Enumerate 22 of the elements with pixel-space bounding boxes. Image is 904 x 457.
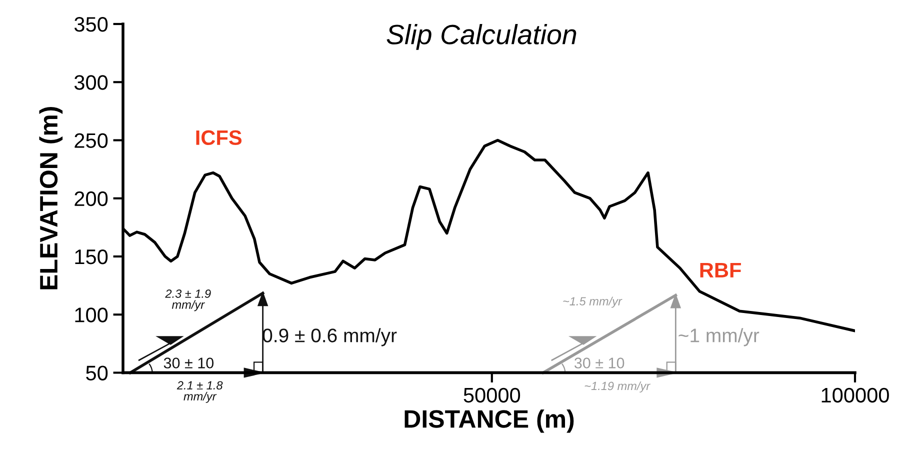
chart-title: Slip Calculation [386,24,576,50]
y-tick-label: 50 [86,366,108,380]
annotation: 30 ± 10 [164,358,214,368]
text: 2.1 ± 1.8 mm/yr [176,381,223,403]
y-tick-label: 200 [74,191,108,206]
annotation: 0.9 ± 0.6 mm/yr [262,328,397,346]
y-tick-label: 350 [74,17,108,32]
annotation: ~1 mm/yr [678,328,760,346]
x-axis-title: DISTANCE (m) [404,409,574,433]
y-axis-title: ELEVATION (m) [39,106,63,290]
y-tick-label: 250 [74,133,108,148]
annotation: ICFS [196,130,242,146]
annotation: 2.3 ± 1.9 mm/yr [165,289,211,312]
y-tick-label: 100 [75,308,108,322]
text: ~1.19 mm/yr [584,381,650,392]
annotation: 30 ± 10 [574,358,624,368]
y-tick-label: 150 [75,249,108,264]
x-tick-label: 100000 [822,388,889,403]
x-tick-label: 50000 [464,388,520,403]
annotation: RBF [700,262,741,278]
y-tick-label: 300 [74,75,108,90]
annotation: ~1.5 mm/yr [563,296,622,308]
